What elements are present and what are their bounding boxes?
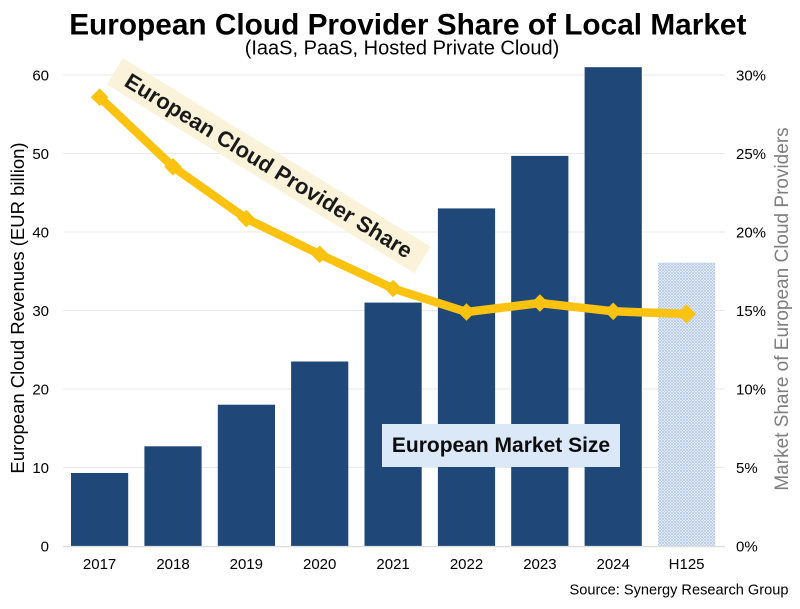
svg-text:30: 30: [32, 303, 49, 320]
svg-text:15%: 15%: [736, 303, 766, 320]
svg-text:2019: 2019: [230, 556, 263, 573]
svg-text:H125: H125: [669, 556, 705, 573]
svg-text:(IaaS, PaaS, Hosted Private Cl: (IaaS, PaaS, Hosted Private Cloud): [245, 38, 560, 60]
svg-text:10: 10: [32, 460, 49, 477]
svg-text:50: 50: [32, 146, 49, 163]
svg-text:5%: 5%: [736, 460, 758, 477]
svg-text:20%: 20%: [736, 224, 766, 241]
svg-text:European Cloud Provider Share: European Cloud Provider Share of Local M…: [69, 9, 746, 42]
svg-text:30%: 30%: [736, 67, 766, 84]
svg-text:10%: 10%: [736, 381, 766, 398]
svg-text:2020: 2020: [303, 556, 336, 573]
svg-text:Source: Synergy Research Group: Source: Synergy Research Group: [569, 583, 788, 599]
svg-text:2023: 2023: [523, 556, 556, 573]
svg-text:European Market Size: European Market Size: [392, 434, 610, 457]
svg-text:2017: 2017: [83, 556, 116, 573]
svg-text:Market Share of European Cloud: Market Share of European Cloud Providers: [772, 127, 793, 490]
svg-text:0: 0: [41, 538, 49, 555]
svg-text:25%: 25%: [736, 146, 766, 163]
svg-text:2021: 2021: [376, 556, 409, 573]
svg-text:0%: 0%: [736, 538, 758, 555]
svg-text:20: 20: [32, 381, 49, 398]
svg-text:2018: 2018: [156, 556, 189, 573]
svg-text:40: 40: [32, 224, 49, 241]
svg-text:2022: 2022: [450, 556, 483, 573]
svg-text:60: 60: [32, 67, 49, 84]
svg-text:2024: 2024: [597, 556, 630, 573]
svg-text:European Cloud Revenues (EUR b: European Cloud Revenues (EUR billion): [7, 142, 28, 473]
